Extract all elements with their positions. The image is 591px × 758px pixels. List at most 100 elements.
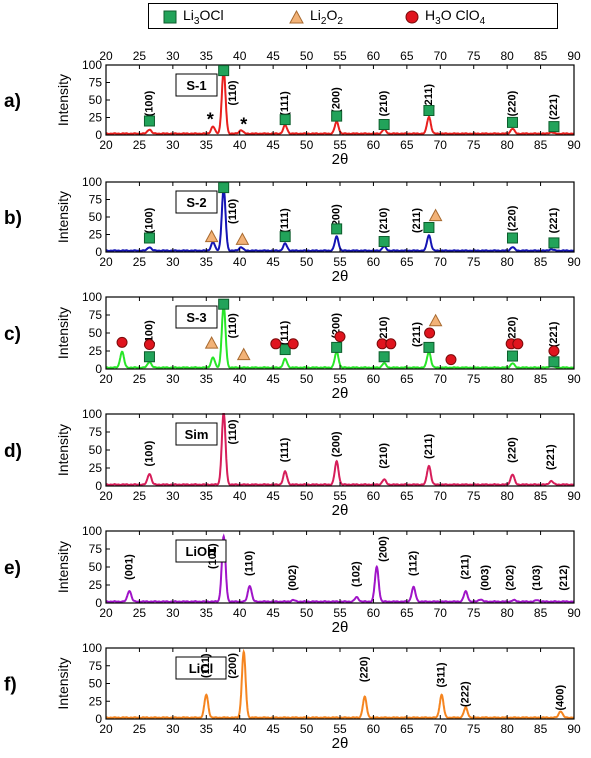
- y-tick-label: 25: [89, 461, 103, 475]
- x-tick-label-top: 40: [233, 49, 247, 63]
- h3oclo4-marker: [143, 339, 155, 351]
- x-tick-label: 30: [166, 606, 180, 620]
- y-tick-label: 50: [89, 326, 103, 340]
- y-tick-label: 75: [89, 76, 103, 90]
- x-tick-label: 80: [500, 372, 514, 386]
- y-tick-label: 0: [95, 128, 102, 142]
- panel-label: e): [4, 558, 21, 579]
- li2o2-marker: [235, 232, 250, 245]
- x-tick-label: 35: [200, 722, 214, 736]
- y-tick-label: 100: [82, 641, 102, 655]
- y-tick-label: 75: [89, 308, 103, 322]
- x-tick-label: 25: [133, 722, 147, 736]
- x-tick-label: 75: [467, 255, 481, 269]
- y-tick-label: 50: [89, 560, 103, 574]
- h3oclo4-marker: [385, 338, 397, 350]
- y-tick-label: 25: [89, 578, 103, 592]
- x-tick-label: 70: [434, 489, 448, 503]
- li3ocl-marker: [548, 121, 560, 133]
- miller-index-label: (221): [548, 94, 560, 120]
- h3oclo4-marker: [424, 327, 436, 339]
- li3ocl-marker: [506, 232, 518, 244]
- miller-index-label: (210): [378, 316, 390, 342]
- miller-index-label: (211): [411, 322, 423, 347]
- x-tick-label: 75: [467, 722, 481, 736]
- li3ocl-marker: [331, 341, 343, 353]
- miller-index-label: (220): [506, 316, 518, 342]
- x-tick-label: 55: [333, 372, 347, 386]
- miller-index-label: (220): [506, 90, 518, 116]
- x-tick-label: 45: [266, 489, 280, 503]
- miller-index-label: (210): [378, 207, 390, 233]
- x-axis-label: 2θ: [332, 385, 349, 402]
- x-tick-label: 90: [567, 138, 581, 152]
- y-tick-label: 50: [89, 677, 103, 691]
- x-tick-label: 25: [133, 606, 147, 620]
- x-tick-label: 30: [166, 138, 180, 152]
- sample-label-box: [175, 656, 227, 680]
- miller-index-label: (200): [331, 431, 343, 457]
- y-tick-label: 75: [89, 542, 103, 556]
- x-tick-label: 60: [367, 255, 381, 269]
- panel-label: d): [4, 441, 22, 462]
- x-tick-label: 75: [467, 489, 481, 503]
- sample-label: LiOH: [185, 544, 216, 559]
- miller-index-label: (200): [331, 204, 343, 230]
- x-tick-label: 60: [367, 722, 381, 736]
- x-tick-label-top: 80: [500, 49, 514, 63]
- panel-label: f): [4, 675, 17, 696]
- miller-index-label: (112): [407, 551, 419, 576]
- h3oclo4-marker: [287, 338, 299, 350]
- miller-index-label: (001): [123, 554, 135, 580]
- h3oclo4-marker: [334, 331, 346, 343]
- x-tick-label: 85: [534, 372, 548, 386]
- panel-3: 20 25 30 35 40 45 50 55 60 65 70 75 80 85 90 0 25 50 75 100…: [4, 290, 581, 402]
- miller-index-label: (111): [200, 653, 212, 678]
- x-axis-label: 2θ: [332, 619, 349, 636]
- data-trace: [105, 302, 575, 370]
- x-tick-label-top: 55: [333, 49, 347, 63]
- y-axis-label: Intensity: [55, 657, 71, 709]
- miller-index-label: (221): [548, 321, 560, 347]
- sample-label: S-2: [186, 195, 206, 210]
- y-tick-label: 100: [82, 407, 102, 421]
- x-axis-label: 2θ: [332, 268, 349, 285]
- x-tick-label-top: 35: [200, 49, 214, 63]
- x-tick-label: 80: [500, 606, 514, 620]
- x-tick-label: 55: [333, 255, 347, 269]
- y-axis-label: Intensity: [55, 191, 71, 243]
- sample-label: Sim: [185, 427, 209, 442]
- x-tick-label: 30: [166, 372, 180, 386]
- data-trace: [106, 185, 575, 253]
- x-tick-label: 40: [233, 372, 247, 386]
- data-trace: [105, 413, 575, 487]
- y-tick-label: 0: [95, 479, 102, 493]
- panel-1: 20 20 25 25 30 30 35 35 40 40 45 45 50 50 55 55 60 60 65 65…: [4, 49, 581, 168]
- y-tick-label: 75: [89, 659, 103, 673]
- h3oclo4-marker: [270, 338, 282, 350]
- x-tick-label: 70: [434, 722, 448, 736]
- x-tick-label: 55: [333, 138, 347, 152]
- x-tick-label: 90: [567, 722, 581, 736]
- li3ocl-marker: [331, 223, 343, 235]
- miller-index-label: (221): [545, 444, 557, 470]
- legend: Li3OCl Li2O2 H3O ClO4: [148, 3, 558, 29]
- panel-6: 20 25 30 35 40 45 50 55 60 65 70 75 80 85 90 0 25 50 75 100…: [4, 641, 581, 752]
- x-tick-label-top: 75: [467, 49, 481, 63]
- x-tick-label-top: 25: [133, 49, 147, 63]
- x-axis-label: 2θ: [332, 735, 349, 752]
- miller-index-label: (102): [351, 561, 363, 587]
- x-tick-label: 35: [200, 372, 214, 386]
- x-tick-label: 65: [400, 372, 414, 386]
- x-tick-label-top: 60: [367, 49, 381, 63]
- x-tick-label: 75: [467, 372, 481, 386]
- x-tick-label: 40: [233, 722, 247, 736]
- y-tick-label: 100: [82, 290, 102, 304]
- li3ocl-marker: [279, 231, 291, 243]
- h3oclo4-marker: [116, 336, 128, 348]
- x-tick-label: 50: [300, 606, 314, 620]
- x-tick-label: 50: [300, 138, 314, 152]
- x-tick-label: 35: [200, 138, 214, 152]
- y-tick-label: 0: [95, 362, 102, 376]
- y-axis-label: Intensity: [55, 307, 71, 359]
